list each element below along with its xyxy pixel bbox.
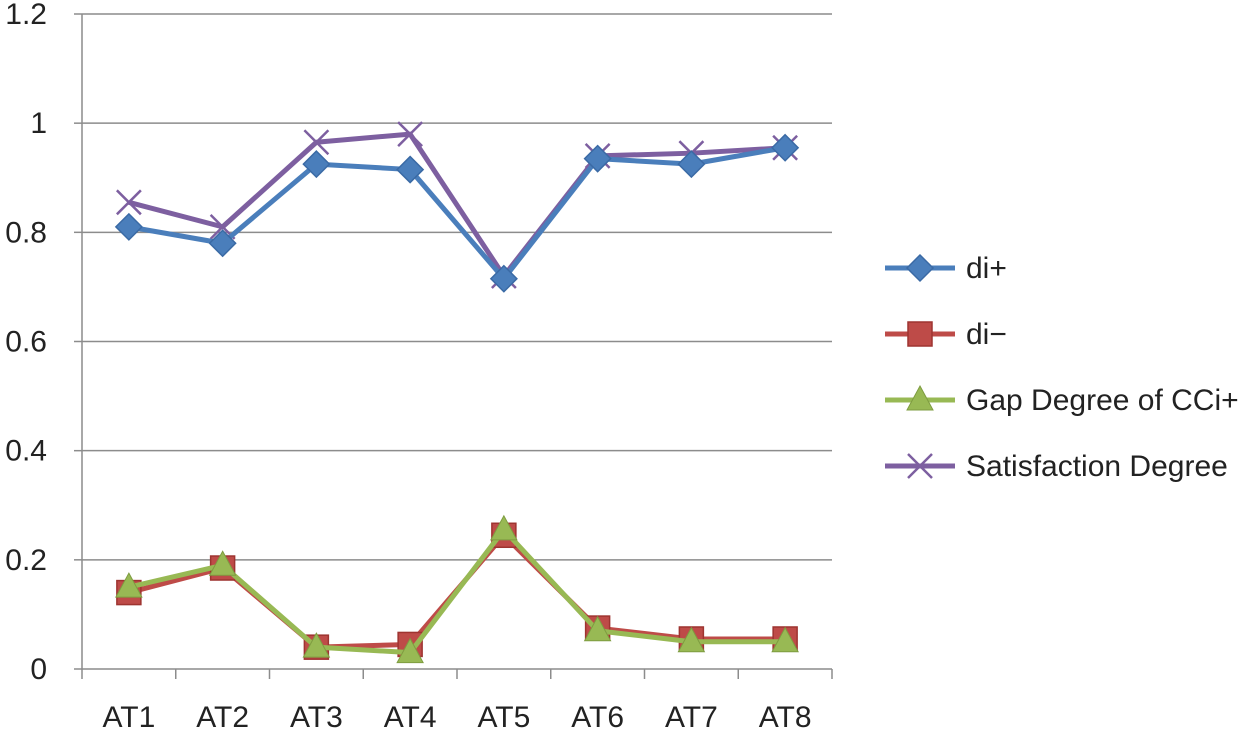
x-tick-label: AT2 xyxy=(196,701,249,730)
y-tick-label: 0.2 xyxy=(5,544,47,577)
data-point xyxy=(302,150,331,179)
data-point xyxy=(771,626,799,653)
legend-marker xyxy=(905,253,935,283)
legend-label: Satisfaction Degree xyxy=(966,450,1228,483)
series-line xyxy=(128,527,786,656)
x-tick-label: AT8 xyxy=(759,701,812,730)
legend-item: di+ xyxy=(885,252,1007,285)
x-tick-label: AT1 xyxy=(102,701,155,730)
x-marker-stroke xyxy=(303,129,330,156)
data-point xyxy=(489,264,518,293)
data-point xyxy=(490,514,518,541)
x-tick-label: AT6 xyxy=(571,701,624,730)
legend-marker xyxy=(907,321,933,347)
x-tick-label: AT4 xyxy=(384,701,437,730)
data-point xyxy=(114,212,143,241)
data-point xyxy=(303,129,330,156)
series-1 xyxy=(114,133,800,293)
data-point xyxy=(677,150,706,179)
x-marker-stroke xyxy=(115,189,142,216)
y-tick-label: 0.6 xyxy=(5,326,47,359)
legend: di+ di− Gap Degree of CCi+ Satisfaction Deg… xyxy=(885,252,1239,483)
data-point xyxy=(397,121,424,147)
x-marker-stroke xyxy=(209,213,236,240)
legend-item: Gap Degree of CCi+ xyxy=(885,384,1239,417)
x-marker-stroke xyxy=(907,453,933,479)
series-4 xyxy=(115,121,799,289)
data-point xyxy=(208,550,237,576)
x-tick-label: AT3 xyxy=(290,701,343,730)
x-ticks: AT1 AT2 AT3 AT4 AT5 AT6 AT7 AT8 xyxy=(81,669,833,730)
x-marker-stroke xyxy=(397,121,424,147)
legend-marker xyxy=(907,453,933,479)
legend-label: di+ xyxy=(966,252,1007,285)
series-3 xyxy=(115,514,799,664)
legend-label: Gap Degree of CCi+ xyxy=(966,384,1239,417)
data-point xyxy=(583,144,612,173)
y-tick-label: 0.4 xyxy=(5,435,47,468)
data-point xyxy=(396,155,425,184)
data-point xyxy=(115,572,143,598)
y-tick-label: 0 xyxy=(30,653,47,686)
data-point xyxy=(302,632,331,658)
data-point xyxy=(677,626,706,653)
series-line xyxy=(128,145,786,282)
legend-label: di− xyxy=(966,318,1007,351)
legend-marker xyxy=(906,384,934,411)
data-point xyxy=(583,615,612,642)
x-tick-label: AT5 xyxy=(477,701,530,730)
legend-item: Satisfaction Degree xyxy=(885,450,1228,483)
data-point xyxy=(208,229,237,258)
data-point xyxy=(771,133,800,162)
y-tick-label: 1 xyxy=(30,107,47,140)
y-ticks: 0 0.2 0.4 0.6 0.8 1 1.2 xyxy=(5,0,82,686)
series-line xyxy=(128,131,786,279)
x-tick-label: AT7 xyxy=(665,701,718,730)
y-tick-label: 1.2 xyxy=(5,0,47,31)
data-point xyxy=(115,189,142,216)
legend-item: di− xyxy=(885,318,1007,351)
data-point xyxy=(396,637,424,664)
gridlines xyxy=(82,13,832,561)
y-tick-label: 0.8 xyxy=(5,216,47,249)
